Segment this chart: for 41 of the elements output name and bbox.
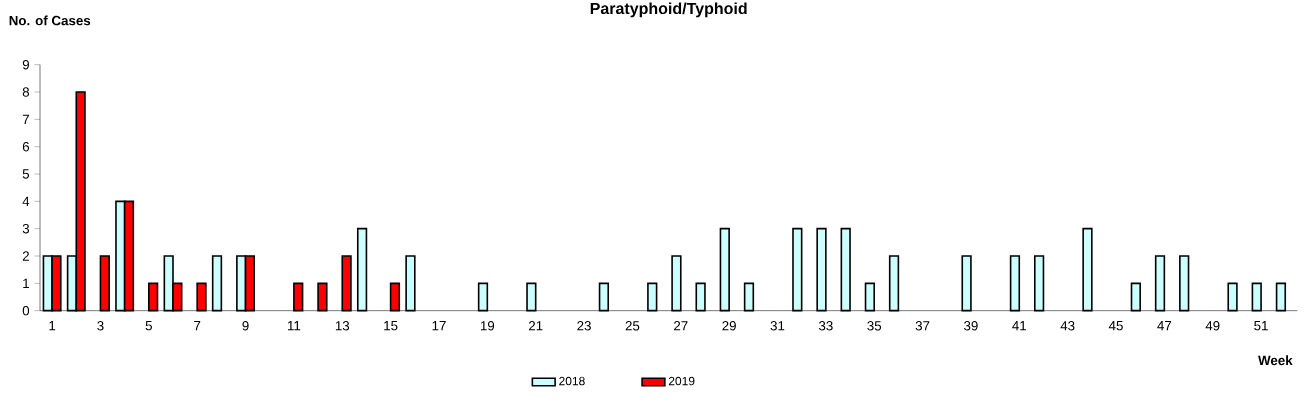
x-tick-label: 37 [915,321,930,331]
y-tick-label: 9 [22,60,29,70]
x-tick-label: 47 [1157,321,1172,331]
legend-label: 2018 [559,376,585,386]
x-axis-title: Week [1258,355,1293,366]
x-tick-label: 3 [97,321,104,331]
x-tick-label: 15 [384,321,398,331]
x-tick-label: 33 [818,321,833,331]
y-tick-label: 7 [22,114,29,125]
y-tick-label: 8 [22,87,30,97]
y-tick-label: 6 [22,142,30,152]
y-tick-label: 5 [22,169,30,179]
x-tick-label: 29 [722,321,736,331]
y-tick-label: 3 [22,224,30,234]
y-axis-title: No. of Cases [9,15,91,26]
y-tick-label: 4 [22,196,30,207]
x-tick-label: 41 [1012,321,1027,331]
x-tick-label: 25 [625,321,640,331]
x-tick-label: 23 [577,321,591,331]
x-tick-label: 51 [1254,321,1268,331]
x-tick-label: 19 [480,321,495,331]
x-tick-label: 21 [528,321,543,331]
x-tick-label: 5 [145,321,152,331]
x-tick-label: 45 [1108,321,1123,331]
x-tick-label: 11 [288,321,301,331]
x-tick-label: 49 [1205,321,1220,331]
y-tick-label: 1 [23,278,29,289]
x-tick-label: 1 [49,321,56,331]
chart-title: Paratyphoid/Typhoid [590,2,747,18]
x-tick-label: 27 [674,321,688,331]
y-tick-label: 0 [22,306,30,316]
y-tick-label: 2 [22,251,29,261]
x-tick-label: 17 [432,321,446,331]
x-tick-label: 13 [335,321,350,331]
x-tick-label: 7 [194,321,201,331]
legend-label: 2019 [668,376,695,386]
x-tick-label: 35 [867,321,882,331]
x-tick-label: 31 [770,321,785,331]
x-tick-label: 9 [242,321,249,331]
x-tick-label: 43 [1060,321,1075,331]
x-tick-label: 39 [964,321,978,331]
